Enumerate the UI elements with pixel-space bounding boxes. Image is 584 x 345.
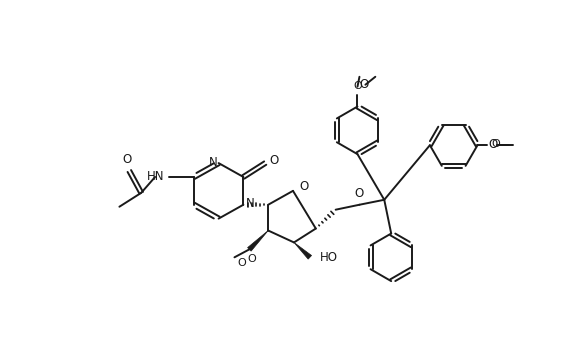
Polygon shape xyxy=(248,230,268,251)
Text: O: O xyxy=(491,139,500,149)
Text: O: O xyxy=(489,138,498,151)
Text: HO: HO xyxy=(320,251,338,264)
Text: O: O xyxy=(247,254,256,264)
Text: N: N xyxy=(246,197,255,210)
Text: O: O xyxy=(353,81,362,91)
Text: O: O xyxy=(299,180,308,194)
Text: N: N xyxy=(209,156,218,169)
Text: O: O xyxy=(123,153,132,166)
Text: O: O xyxy=(360,78,369,91)
Polygon shape xyxy=(294,243,311,259)
Text: O: O xyxy=(269,154,279,167)
Text: O: O xyxy=(237,258,246,268)
Text: O: O xyxy=(355,187,364,200)
Text: HN: HN xyxy=(147,170,164,184)
